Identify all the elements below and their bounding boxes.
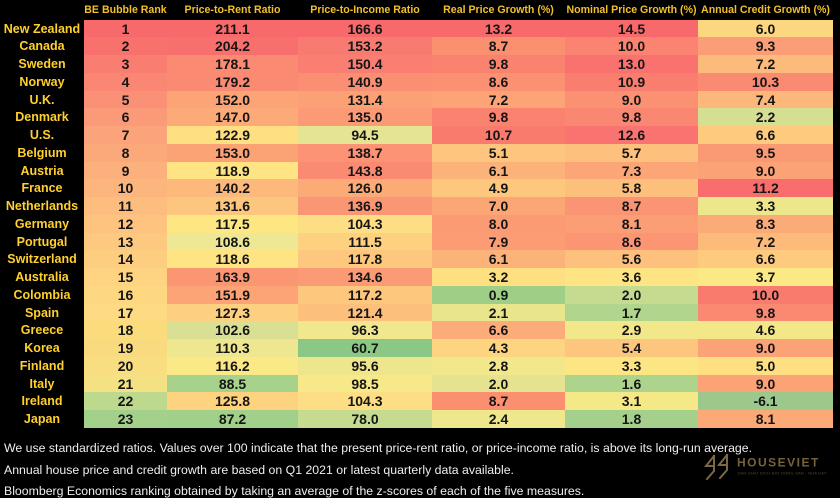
svg-text:SAN GIAO DICH BAT DONG SAN - N: SAN GIAO DICH BAT DONG SAN - NHA DAT (738, 471, 827, 476)
svg-text:HOUSEVIET: HOUSEVIET (737, 456, 820, 470)
